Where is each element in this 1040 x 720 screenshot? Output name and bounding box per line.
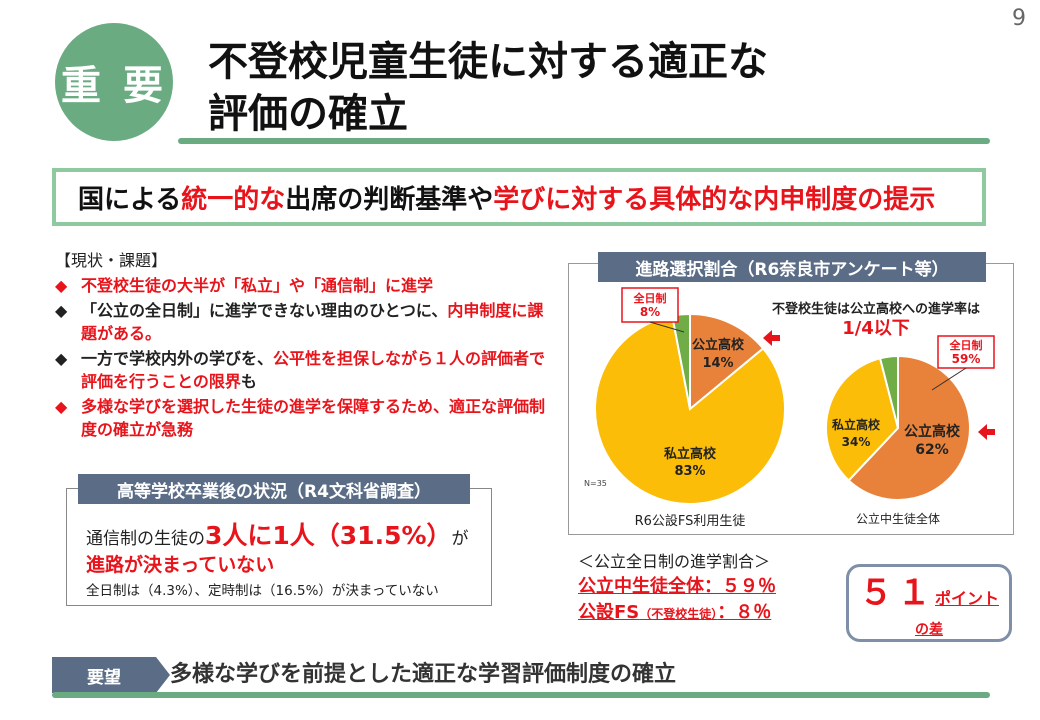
slice-label-public-all: 公立高校 [904,423,961,440]
callout-box-fs [621,287,679,323]
pie-charts: 全日制 8% 不登校生徒は公立高校への進学率は 1/4以下 全日制 59% 公立… [584,287,995,529]
demand-divider [52,692,990,698]
page-number: 9 [1012,6,1026,31]
issue-text-emphasis: 公平性を担保しながら１人の評価者で評価を行うことの限界 [81,349,546,391]
pie-title-all: 公立中生徒全体 [856,511,940,526]
difference-value: ５１ポイント [849,573,1009,619]
issue-item: ◆ 「公立の全日制」に進学できない理由のひとつに、内申制度に課題がある。 [55,299,555,345]
bullet-diamond-icon: ◆ [55,397,68,416]
issue-text: 「公立の全日制」に進学できない理由のひとつに、 [81,301,448,320]
demand-text: 多様な学びを前提とした適正な学習評価制度の確立 [170,662,677,687]
outcome-header: 高等学校卒業後の状況（R4文科省調査） [78,474,470,504]
rate-fs-main: 公設FS [578,602,640,623]
arrow-left-icon [763,330,780,346]
outcome-line-2: 進路が決まっていない [86,554,275,576]
slice-other-all [878,354,899,429]
outcome-text: 通信制の生徒の [86,529,205,549]
difference-box: ５１ポイント の差 [846,564,1012,642]
chart-header: 進路選択割合（R6奈良市アンケート等） [598,252,986,282]
slice-value-public-all: 62% [915,442,949,458]
demand-arrow-icon [156,657,170,693]
arrow-left-icon [978,424,995,440]
callout-label-all: 全日制 [949,338,983,352]
issues-heading: 【現状・課題】 [55,251,168,270]
slice-label-private-all: 私立高校 [831,417,881,432]
pie-chart-all-students [825,354,971,501]
outcome-text: が [451,529,469,549]
issue-text: 多様な学びを選択した生徒の進学を保障するため、適正な評価制度の確立が急務 [81,397,546,439]
issue-text: 一方で学校内外の学びを、 [81,349,274,368]
issue-text-emphasis: 内申制度に課題がある。 [81,301,544,343]
banner-part: 出席の判断基準や [285,184,494,215]
issue-item: ◆ 一方で学校内外の学びを、公平性を担保しながら１人の評価者で評価を行うことの限… [55,347,555,393]
issue-item: ◆ 不登校生徒の大半が「私立」や「通信制」に進学 [55,274,555,297]
difference-unit: ポイント [934,589,999,608]
slice-value-public-fs: 14% [702,356,733,371]
banner-part: 統一的な [181,184,286,215]
difference-suffix: の差 [915,622,943,638]
page-title: 不登校児童生徒に対する適正な 評価の確立 [208,36,988,140]
rate-fs-value: ：８％ [717,602,772,623]
slice-value-private-fs: 83% [674,464,705,479]
outcome-line-1: 通信制の生徒の3人に1人（31.5%）が [86,516,486,552]
bullet-diamond-icon: ◆ [55,301,68,320]
issue-item: ◆ 多様な学びを選択した生徒の進学を保障するため、適正な評価制度の確立が急務 [55,395,555,441]
outcome-highlight: 3人に1人（31.5%） [205,521,452,550]
summary-banner: 国による 統一的な 出席の判断基準や 学びに対する具体的な内申制度の提示 [52,168,986,226]
slice-label-public-fs: 公立高校 [692,337,745,353]
slice-public-fs [689,312,765,412]
outcome-body: 通信制の生徒の3人に1人（31.5%）が 進路が決まっていない 全日制は（4.3… [86,516,486,599]
chart-note-line-1: 不登校生徒は公立高校への進学率は [772,301,980,317]
callout-value-fs: 8% [640,305,660,319]
bullet-diamond-icon: ◆ [55,276,68,295]
title-line-1: 不登校児童生徒に対する適正な [208,39,768,85]
rate-comparison: ＜公立全日制の進学割合＞ 公立中生徒全体：５９％ 公設FS（不登校生徒）：８％ [578,548,838,624]
issue-text: 不登校生徒の大半が「私立」や「通信制」に進学 [81,276,434,295]
sample-size-label: N=35 [584,479,607,488]
pie-title-fs: R6公設FS利用生徒 [635,513,746,529]
slice-value-private-all: 34% [842,435,871,449]
callout-box-all [937,335,995,369]
difference-number: ５１ [858,573,935,613]
issues-section: 【現状・課題】 ◆ 不登校生徒の大半が「私立」や「通信制」に進学 ◆ 「公立の全… [55,249,555,441]
title-line-2: 評価の確立 [208,91,408,137]
slice-private-all [825,357,900,482]
banner-part: 学びに対する具体的な内申制度の提示 [493,184,936,215]
slice-private-fs [594,314,786,505]
rate-line-fs: 公設FS（不登校生徒）：８％ [578,598,838,624]
chart-note-line-2: 1/4以下 [842,318,910,339]
slice-public-all [847,354,971,501]
issue-text: も [240,372,257,391]
callout-label-fs: 全日制 [633,291,667,305]
bullet-diamond-icon: ◆ [55,349,68,368]
pie-chart-fs-students [594,312,786,505]
rate-title: ＜公立全日制の進学割合＞ [578,552,771,571]
rate-line-all: 公立中生徒全体：５９％ [578,576,776,597]
callout-value-all: 59% [952,352,981,366]
callout-leader-all [931,367,967,391]
importance-badge: 重 要 [55,23,173,141]
outcome-line-3: 全日制は（4.3%）、定時制は（16.5%）が決まっていない [86,583,439,599]
slice-label-private-fs: 私立高校 [664,446,717,462]
demand-tag: 要望 [52,657,156,693]
rate-fs-note: （不登校生徒） [639,607,718,621]
callout-leader-fs [649,321,685,333]
title-divider [178,138,990,144]
banner-part: 国による [78,184,182,215]
